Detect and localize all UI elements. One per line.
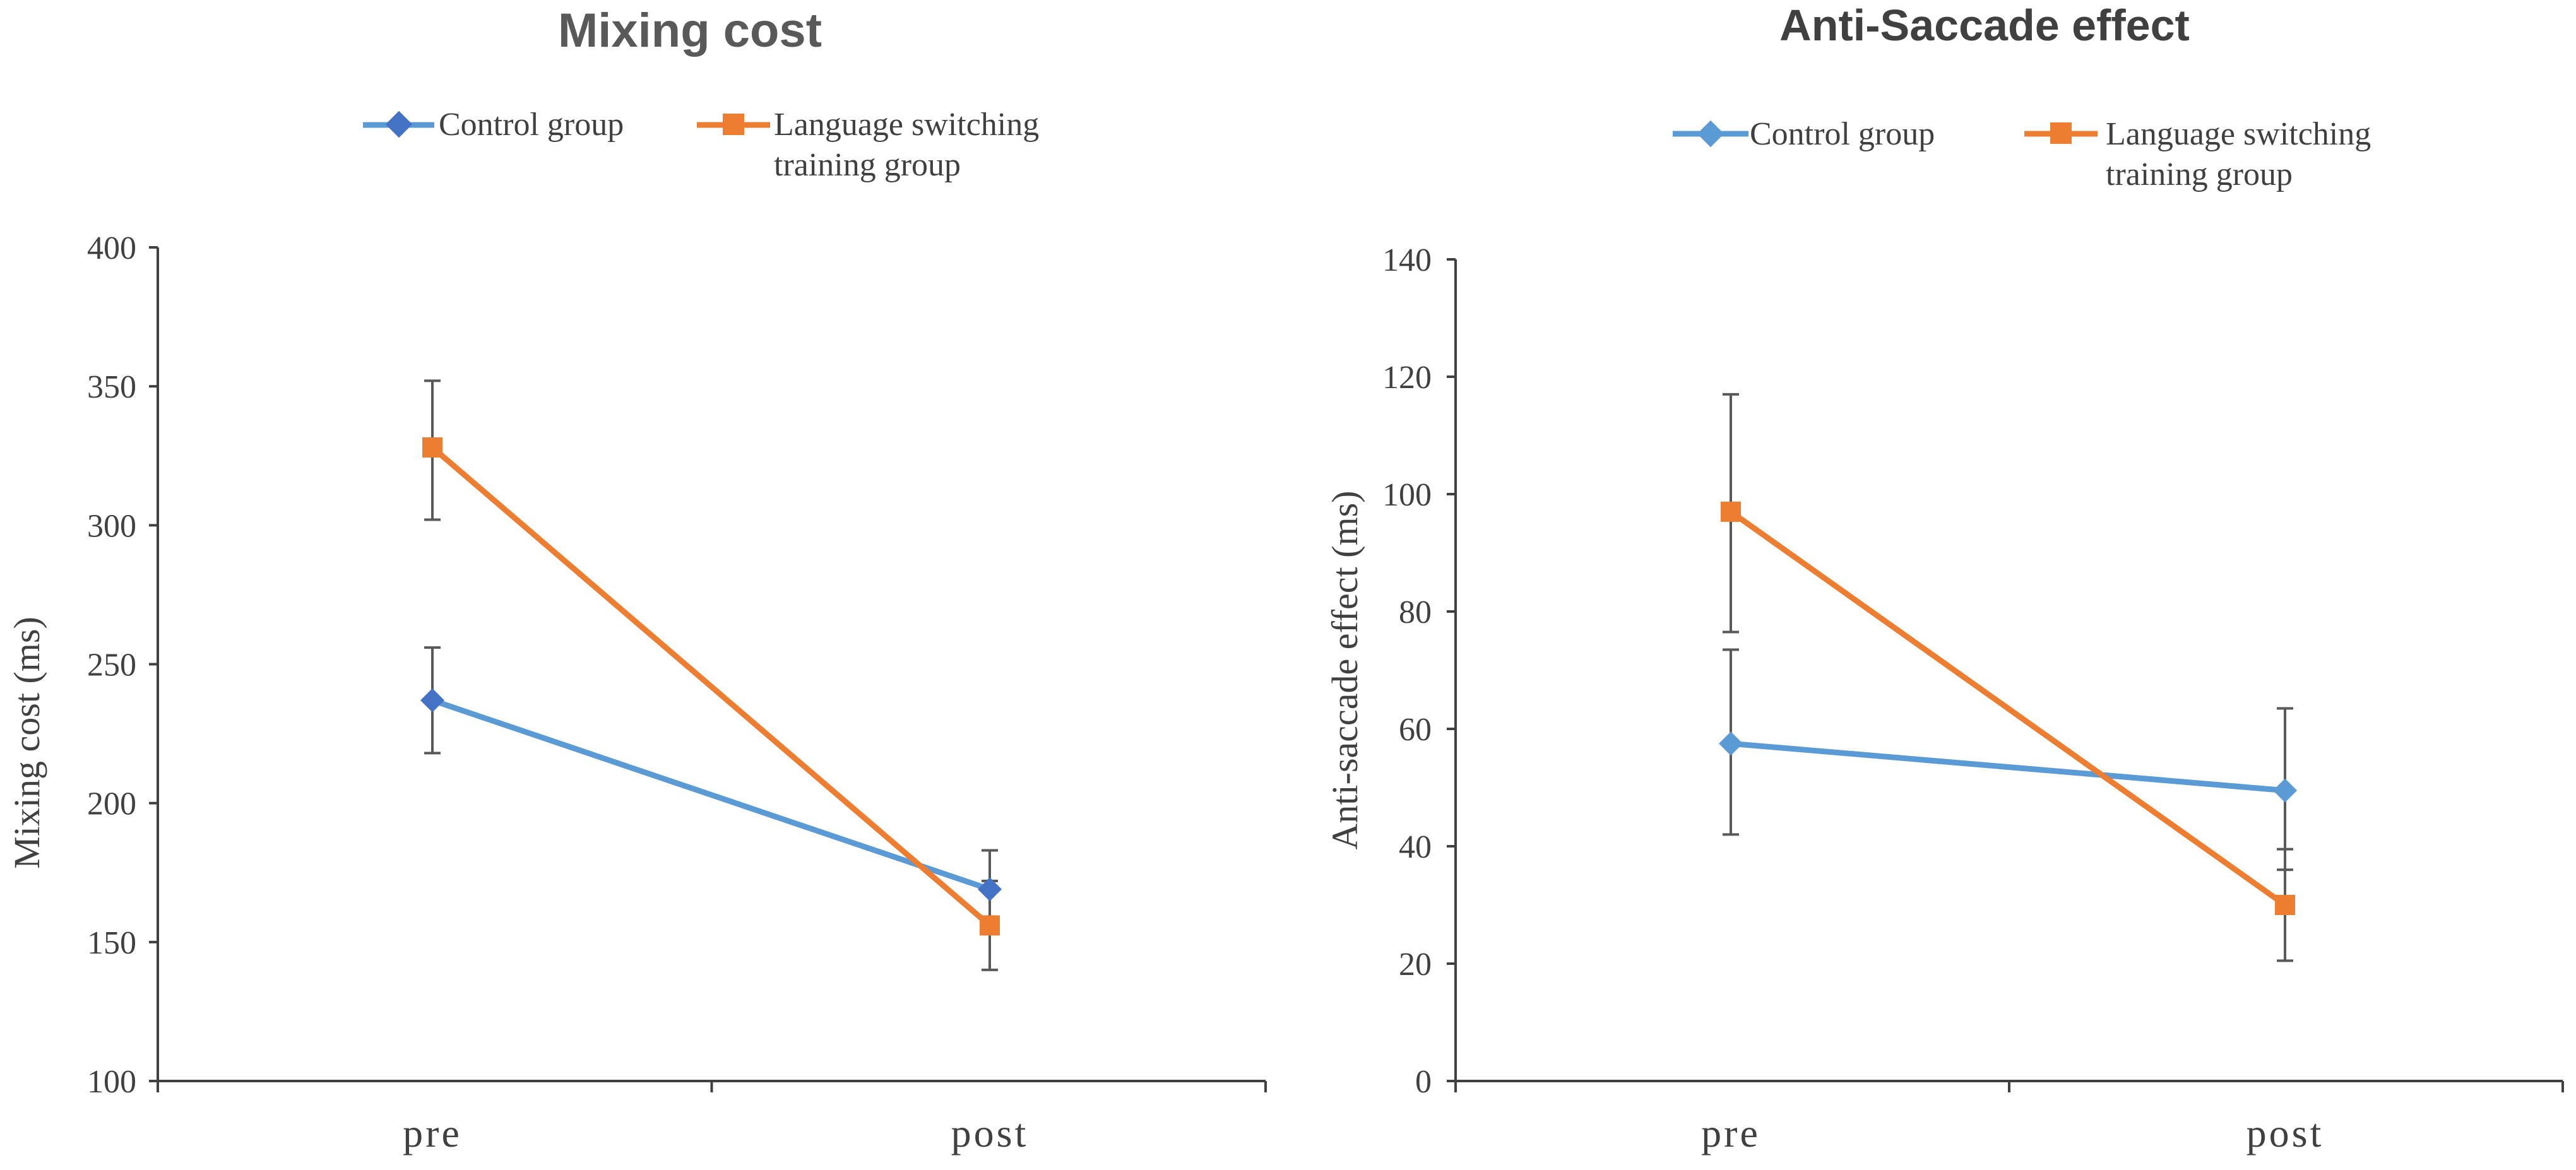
legend-diamond-marker — [1697, 120, 1724, 148]
y-tick-label: 100 — [1382, 477, 1432, 513]
x-tick-label: pre — [1701, 1111, 1760, 1155]
legend-label-training-line2: training group — [774, 147, 961, 183]
data-point-square — [422, 437, 442, 458]
legend: Control group Language switching trainin… — [1673, 116, 2371, 192]
legend-label-control: Control group — [1750, 116, 1935, 152]
data-point-square — [2275, 895, 2295, 915]
legend-entry-training: Language switching training group — [2024, 116, 2371, 192]
y-tick-label: 250 — [87, 647, 136, 683]
x-tick-label: post — [2247, 1111, 2324, 1155]
y-tick-label: 300 — [87, 508, 136, 544]
legend-entry-training: Language switching training group — [697, 107, 1039, 183]
series-line — [1729, 509, 2287, 907]
legend-entry-control: Control group — [363, 107, 624, 143]
legend-square-marker — [2050, 122, 2072, 144]
y-tick-label: 20 — [1399, 947, 1432, 983]
legend-square-marker — [723, 114, 744, 135]
legend-label-control: Control group — [439, 107, 624, 143]
data-point-diamond — [978, 877, 1002, 902]
series-line — [1730, 740, 2286, 794]
data-point-square — [980, 915, 1000, 936]
legend-label-training-line2: training group — [2106, 157, 2293, 192]
axes: 100 150 200 250 300 350 400 pre post — [87, 230, 1267, 1155]
legend: Control group Language switching trainin… — [363, 107, 1039, 183]
x-tick-label: pre — [403, 1111, 462, 1155]
data-point-diamond — [420, 688, 444, 712]
y-tick-label: 120 — [1382, 360, 1432, 396]
y-tick-label: 350 — [87, 369, 136, 405]
series-line — [431, 697, 991, 892]
legend-diamond-marker — [385, 110, 413, 138]
axes: 0 20 40 60 80 100 120 140 pre post — [1382, 242, 2564, 1155]
y-tick-label: 0 — [1415, 1064, 1432, 1100]
y-tick-label: 140 — [1382, 242, 1432, 278]
y-tick-label: 400 — [87, 230, 136, 266]
legend-entry-control: Control group — [1673, 116, 1935, 152]
plot-area — [1719, 393, 2297, 962]
y-axis-label: Mixing cost (ms) — [6, 617, 47, 869]
mixing-cost-chart: Mixing cost Control group Language switc… — [6, 4, 1267, 1155]
legend-label-training-line1: Language switching — [2106, 116, 2371, 152]
y-tick-label: 150 — [87, 925, 136, 961]
y-tick-label: 40 — [1399, 829, 1432, 865]
y-axis-label: Anti-saccade effect (ms) — [1324, 491, 1365, 850]
y-tick-label: 200 — [87, 786, 136, 822]
y-tick-label: 60 — [1399, 712, 1432, 748]
data-point-diamond — [1719, 731, 1743, 756]
series-line — [430, 445, 992, 928]
legend-label-training-line1: Language switching — [774, 107, 1039, 143]
x-tick-label: post — [951, 1111, 1029, 1155]
data-point-square — [1721, 501, 1741, 522]
anti-saccade-chart: Anti-Saccade effect Control group Langua… — [1324, 1, 2564, 1155]
plot-area — [420, 379, 1002, 971]
y-tick-label: 80 — [1399, 594, 1432, 630]
chart-title: Mixing cost — [558, 4, 822, 57]
chart-title: Anti-Saccade effect — [1779, 1, 2190, 50]
y-tick-label: 100 — [87, 1064, 136, 1100]
data-point-diamond — [2273, 778, 2297, 803]
